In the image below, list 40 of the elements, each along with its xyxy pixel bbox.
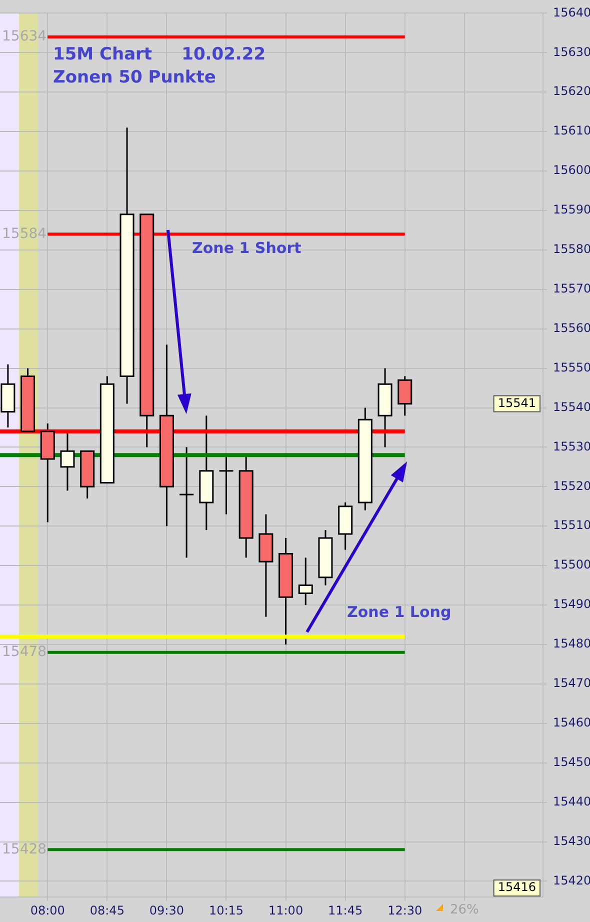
ref-line-label: 15428 bbox=[2, 841, 47, 858]
text: 15M Chart 10.02.22 bbox=[53, 44, 266, 64]
y-tick-label: 15480 bbox=[553, 636, 590, 651]
y-tick-label: 15430 bbox=[553, 834, 590, 848]
y-tick-label: 15560 bbox=[553, 320, 590, 335]
y-tick-label: 15630 bbox=[553, 44, 590, 59]
y-tick-label: 15620 bbox=[553, 84, 590, 98]
y-tick-label: 15420 bbox=[553, 873, 590, 888]
y-tick-label: 15540 bbox=[553, 400, 590, 414]
y-tick-label: 15510 bbox=[553, 518, 590, 532]
ref-line-label: 15584 bbox=[2, 226, 47, 242]
y-tick-label: 15500 bbox=[553, 558, 590, 572]
annotation: Zone 1 Short bbox=[192, 238, 302, 257]
y-tick-label: 15490 bbox=[553, 597, 590, 612]
x-tick-label: 08:45 bbox=[90, 903, 124, 918]
annotation: 15541 bbox=[498, 396, 536, 410]
y-tick-label: 15610 bbox=[553, 124, 590, 138]
y-tick-label: 15570 bbox=[553, 282, 590, 296]
x-tick-label: 08:00 bbox=[30, 903, 65, 918]
y-tick-label: 15590 bbox=[553, 202, 590, 217]
x-tick-label: 11:45 bbox=[328, 903, 363, 918]
y-tick-label: 15440 bbox=[553, 794, 590, 808]
y-tick-label: 15530 bbox=[553, 439, 590, 454]
y-tick-label: 15520 bbox=[553, 478, 590, 493]
y-tick-label: 15470 bbox=[553, 676, 590, 690]
text: Zonen 50 Punkte bbox=[53, 67, 216, 88]
y-tick-label: 15460 bbox=[553, 716, 590, 730]
y-tick-label: 15640 bbox=[553, 5, 590, 20]
ref-line-label: 15478 bbox=[2, 644, 47, 660]
y-tick-label: 15450 bbox=[553, 754, 590, 769]
ref-line-label: 15634 bbox=[2, 28, 47, 45]
x-tick-label: 12:30 bbox=[388, 903, 422, 918]
x-tick-label: 09:30 bbox=[149, 903, 184, 918]
annotation: 15416 bbox=[498, 880, 536, 894]
y-tick-label: 15580 bbox=[553, 242, 590, 256]
annotation: Zone 1 Long bbox=[347, 602, 452, 621]
y-tick-label: 15600 bbox=[553, 163, 590, 178]
x-tick-label: 11:00 bbox=[268, 903, 304, 918]
x-tick-label: 10:15 bbox=[208, 903, 244, 918]
y-tick-label: 15550 bbox=[553, 360, 590, 374]
